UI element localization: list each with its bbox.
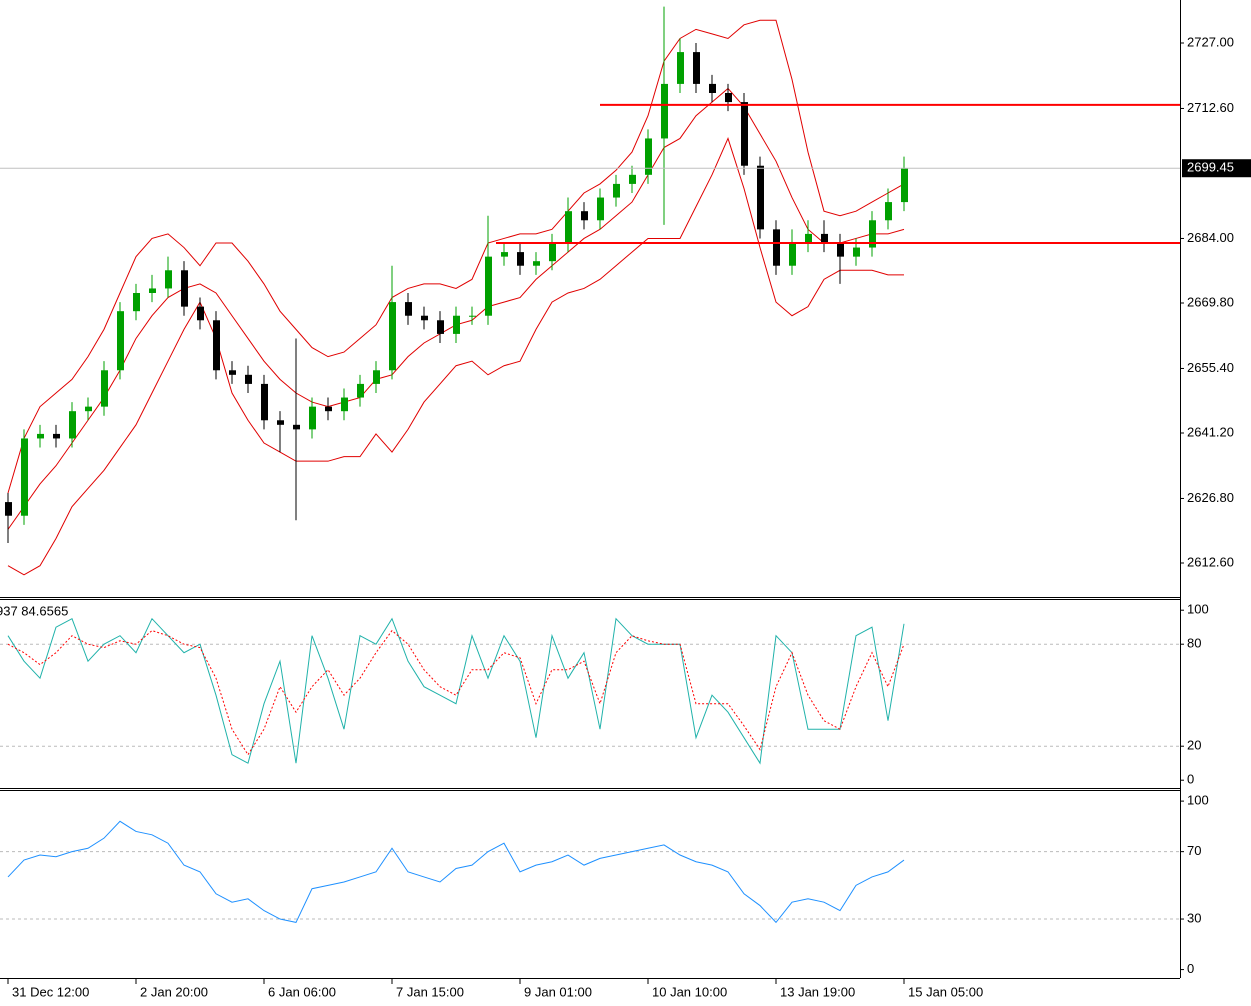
candle-body xyxy=(565,211,572,243)
current-price-box xyxy=(1182,159,1251,178)
candle-body xyxy=(405,302,412,316)
candle-body xyxy=(181,270,188,307)
candle-body xyxy=(437,320,444,334)
candle-body xyxy=(453,315,460,334)
candle-body xyxy=(261,383,268,421)
candle-body xyxy=(629,174,636,184)
bollinger-lower xyxy=(7,137,904,576)
y-tick-label: 2684.00 xyxy=(1187,230,1234,245)
candle-body xyxy=(789,243,796,266)
y-tick-label: 30 xyxy=(1187,910,1201,925)
candle-body xyxy=(357,383,364,398)
candle-body xyxy=(341,397,348,412)
y-tick-label: 2712.60 xyxy=(1187,100,1234,115)
y-tick-label: 2669.80 xyxy=(1187,294,1234,309)
y-tick-label: 2612.60 xyxy=(1187,554,1234,569)
candle-body xyxy=(85,406,92,412)
candle-body xyxy=(5,502,12,516)
candle-body xyxy=(229,370,236,375)
candle-body xyxy=(613,183,620,198)
candle-body xyxy=(805,233,812,243)
candle-body xyxy=(21,438,28,516)
candle-body xyxy=(853,247,860,257)
y-tick-label: 70 xyxy=(1187,843,1201,858)
candle-body xyxy=(837,243,844,257)
current-price-label: 2699.45 xyxy=(1187,160,1234,175)
candle-body xyxy=(901,168,908,203)
candle-body xyxy=(149,288,156,293)
y-tick-label: 0 xyxy=(1187,961,1194,976)
candle-body xyxy=(549,243,556,262)
candle-body xyxy=(37,433,44,439)
candle-body xyxy=(213,320,220,371)
candle-body xyxy=(325,406,332,412)
x-tick-label: 13 Jan 19:00 xyxy=(780,984,855,999)
y-tick-label: 2727.00 xyxy=(1187,34,1234,49)
indicator-label: 937 84.6565 xyxy=(0,603,68,618)
y-tick-label: 2655.40 xyxy=(1187,360,1234,375)
candle-body xyxy=(709,83,716,93)
candle-body xyxy=(469,315,476,317)
candle-body xyxy=(741,102,748,166)
candle-body xyxy=(869,220,876,248)
candle-body xyxy=(821,233,828,243)
candle-body xyxy=(421,315,428,321)
candle-body xyxy=(389,302,396,371)
y-tick-label: 100 xyxy=(1187,602,1209,617)
candle-body xyxy=(485,256,492,316)
y-tick-label: 0 xyxy=(1187,772,1194,787)
candle-body xyxy=(101,370,108,407)
candle-body xyxy=(293,424,300,430)
candle-body xyxy=(245,374,252,384)
candle-body xyxy=(373,370,380,384)
indicator-line xyxy=(7,629,905,756)
x-tick-label: 31 Dec 12:00 xyxy=(12,984,89,999)
y-tick-label: 100 xyxy=(1187,793,1209,808)
candle-body xyxy=(773,229,780,266)
candle-body xyxy=(725,93,732,103)
candle-body xyxy=(501,252,508,257)
candle-body xyxy=(645,138,652,175)
indicator-line xyxy=(7,820,905,924)
candle-body xyxy=(165,270,172,289)
candle-body xyxy=(597,197,604,221)
x-tick-label: 2 Jan 20:00 xyxy=(140,984,208,999)
candle-body xyxy=(533,261,540,266)
candle-body xyxy=(277,420,284,425)
x-tick-label: 6 Jan 06:00 xyxy=(268,984,336,999)
candle-body xyxy=(197,306,204,321)
candle-body xyxy=(117,311,124,371)
x-tick-label: 15 Jan 05:00 xyxy=(908,984,983,999)
bollinger-upper xyxy=(7,19,905,494)
candle-body xyxy=(677,52,684,84)
y-tick-label: 2626.80 xyxy=(1187,490,1234,505)
candle-body xyxy=(581,211,588,221)
candle-body xyxy=(517,252,524,266)
candle-body xyxy=(885,202,892,221)
candle-body xyxy=(133,293,140,312)
candle-body xyxy=(69,411,76,439)
candle-body xyxy=(309,406,316,430)
candle-body xyxy=(661,83,668,139)
candle-body xyxy=(757,165,764,230)
x-tick-label: 7 Jan 15:00 xyxy=(396,984,464,999)
candle-body xyxy=(53,433,60,439)
candle-body xyxy=(693,52,700,84)
indicator-line xyxy=(7,617,905,765)
y-tick-label: 80 xyxy=(1187,636,1201,651)
y-tick-label: 20 xyxy=(1187,738,1201,753)
x-tick-label: 10 Jan 10:00 xyxy=(652,984,727,999)
y-tick-label: 2641.20 xyxy=(1187,424,1234,439)
x-tick-label: 9 Jan 01:00 xyxy=(524,984,592,999)
